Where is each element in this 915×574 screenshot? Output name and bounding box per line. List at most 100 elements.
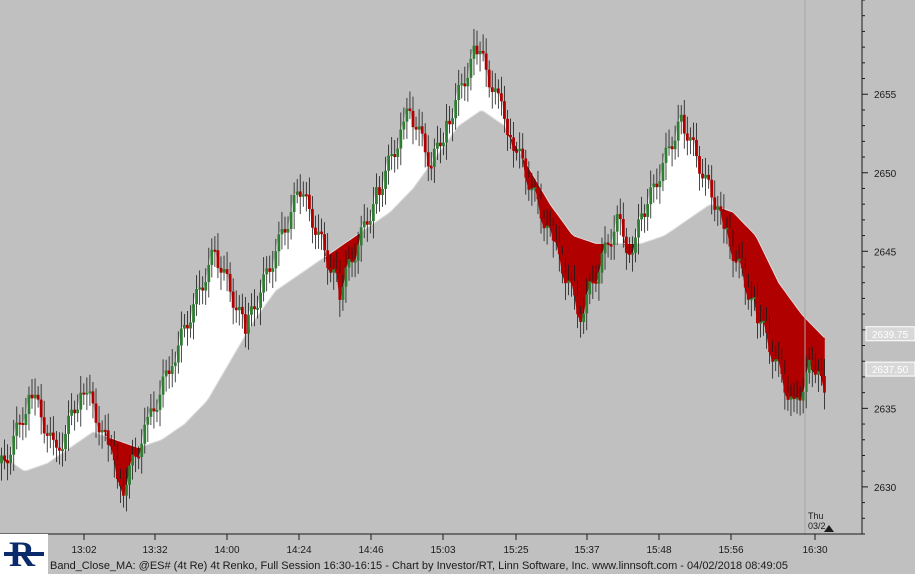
candle-body	[820, 371, 823, 377]
candle-body	[134, 454, 138, 457]
candle-body	[420, 126, 424, 134]
candle-body	[563, 273, 567, 284]
candle-body	[466, 77, 470, 87]
candle-body	[350, 259, 354, 263]
candle-body	[247, 314, 250, 334]
candle-body	[295, 191, 299, 196]
candle-body	[143, 424, 147, 444]
candle-body	[405, 108, 409, 122]
candle-body	[813, 370, 817, 375]
candle-body	[158, 394, 162, 410]
candle-body	[304, 194, 308, 197]
candle-body	[167, 370, 171, 374]
band-segment	[415, 125, 420, 186]
candle-body	[478, 50, 482, 55]
band-segment	[184, 324, 188, 425]
candle-body	[48, 432, 52, 436]
x-tick-label: 13:02	[71, 545, 96, 556]
candle-body	[664, 147, 668, 163]
candle-body	[64, 433, 67, 450]
band-segment	[281, 228, 286, 287]
candle-body	[515, 150, 519, 153]
candle-body	[137, 456, 141, 459]
candle-body	[603, 242, 607, 254]
band-segment	[815, 327, 819, 376]
linn-software-logo: R	[0, 534, 48, 574]
candle-body	[24, 414, 28, 425]
candle-body	[414, 127, 418, 130]
band-segment	[796, 306, 801, 402]
candle-body	[807, 359, 811, 373]
candle-body	[219, 267, 223, 273]
x-tick-label: 15:56	[718, 545, 743, 556]
candle-body	[539, 199, 543, 219]
candle-body	[752, 297, 756, 300]
candle-body	[445, 120, 448, 143]
candle-body	[33, 394, 37, 399]
candle-body	[518, 148, 522, 152]
logo-bar-icon	[4, 552, 44, 556]
candle-body	[594, 281, 598, 284]
candle-body	[0, 455, 3, 464]
candle-body	[628, 252, 631, 255]
band-segment	[199, 286, 203, 410]
band-segment	[491, 87, 496, 120]
candle-body	[695, 139, 698, 157]
band-segment	[790, 298, 795, 400]
candle-body	[122, 486, 125, 496]
y-tick-label: 2630	[874, 483, 897, 494]
session-arrow-icon	[824, 525, 834, 532]
candle-body	[789, 396, 793, 400]
candle-body	[493, 88, 497, 93]
candle-body	[548, 225, 552, 228]
candle-body	[439, 142, 442, 147]
candle-body	[503, 101, 506, 119]
band-segment	[394, 148, 399, 209]
candle-body	[658, 181, 662, 188]
band-segment	[656, 180, 661, 239]
candle-body	[161, 376, 165, 395]
band-segment	[302, 193, 307, 273]
candle-body	[454, 100, 458, 119]
candle-body	[795, 397, 799, 400]
band-segment	[735, 214, 740, 262]
candle-body	[576, 295, 579, 315]
candle-body	[213, 249, 217, 252]
candle-body	[381, 188, 384, 195]
candle-body	[387, 155, 391, 171]
candle-body	[487, 69, 491, 88]
candle-body	[228, 273, 232, 292]
candle-body	[792, 396, 796, 399]
candle-body	[253, 306, 256, 310]
candle-body	[509, 134, 512, 138]
candle-body	[298, 191, 302, 197]
candle-body	[390, 154, 394, 157]
band-segment	[296, 190, 301, 277]
candle-body	[731, 246, 735, 261]
candle-body	[640, 213, 643, 220]
candle-body	[719, 206, 723, 212]
candle-body	[396, 148, 400, 158]
candle-body	[125, 484, 128, 496]
band-segment	[699, 172, 703, 213]
band-segment	[580, 237, 584, 323]
candle-body	[496, 88, 500, 94]
candle-body	[716, 206, 720, 210]
candle-body	[109, 444, 113, 447]
candle-body	[737, 258, 741, 262]
chart-footer: Band_Close_MA: @ES# (4t Re) 4t Renko, Fu…	[50, 560, 788, 572]
candle-body	[164, 370, 168, 377]
band-segment	[763, 251, 767, 333]
candle-body	[198, 287, 202, 290]
candle-body	[554, 240, 558, 243]
candle-body	[783, 373, 787, 393]
band-segment	[74, 408, 79, 446]
candle-body	[155, 409, 159, 412]
candle-body	[588, 281, 592, 295]
candle-body	[698, 156, 701, 174]
candle-body	[798, 397, 802, 401]
candle-body	[609, 244, 613, 247]
band-segment	[284, 228, 289, 285]
candle-body	[314, 227, 317, 235]
candle-body	[567, 280, 570, 284]
